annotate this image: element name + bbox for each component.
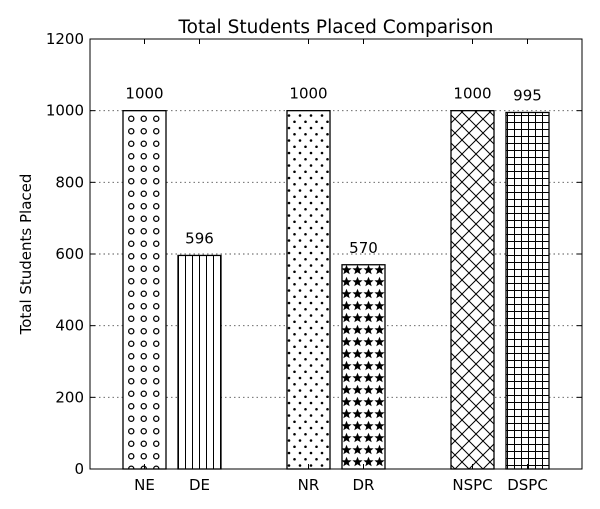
y-tick-label: 1000: [46, 102, 84, 120]
y-tick-label: 800: [55, 173, 84, 191]
x-tick-label: NSPC: [452, 476, 492, 494]
data-label: 596: [185, 229, 214, 247]
y-tick-label: 600: [55, 245, 84, 263]
data-label: 995: [513, 86, 542, 104]
y-tick-label: 0: [74, 460, 84, 478]
bar-ne: [122, 110, 167, 470]
data-label: 1000: [125, 85, 163, 103]
bar-de: [177, 254, 222, 470]
x-tick-label: DR: [353, 476, 375, 494]
data-label: 1000: [289, 85, 327, 103]
x-tick-label: NE: [134, 476, 155, 494]
x-tick-label: DE: [189, 476, 210, 494]
x-axis: NE DE NR DR NSPC DSPC: [134, 39, 548, 494]
gridlines: [90, 110, 582, 398]
bar-nspc: [450, 110, 495, 470]
bars: [122, 110, 550, 470]
y-tick-label: 1200: [46, 30, 84, 48]
y-axis-label: Total Students Placed: [17, 174, 35, 336]
data-label: 1000: [453, 85, 491, 103]
y-tick-label: 400: [55, 317, 84, 335]
bar-dr: [341, 264, 386, 470]
bar-dspc: [505, 111, 550, 470]
x-tick-label: DSPC: [507, 476, 548, 494]
x-tick-label: NR: [298, 476, 320, 494]
y-axis: 0 200 400 600 800 1000 1200: [46, 30, 582, 478]
bar-nr: [286, 110, 331, 470]
chart-title: Total Students Placed Comparison: [177, 17, 493, 38]
data-labels: 1000 596 1000 570 1000 995: [125, 85, 541, 257]
data-label: 570: [349, 239, 378, 257]
y-tick-label: 200: [55, 388, 84, 406]
